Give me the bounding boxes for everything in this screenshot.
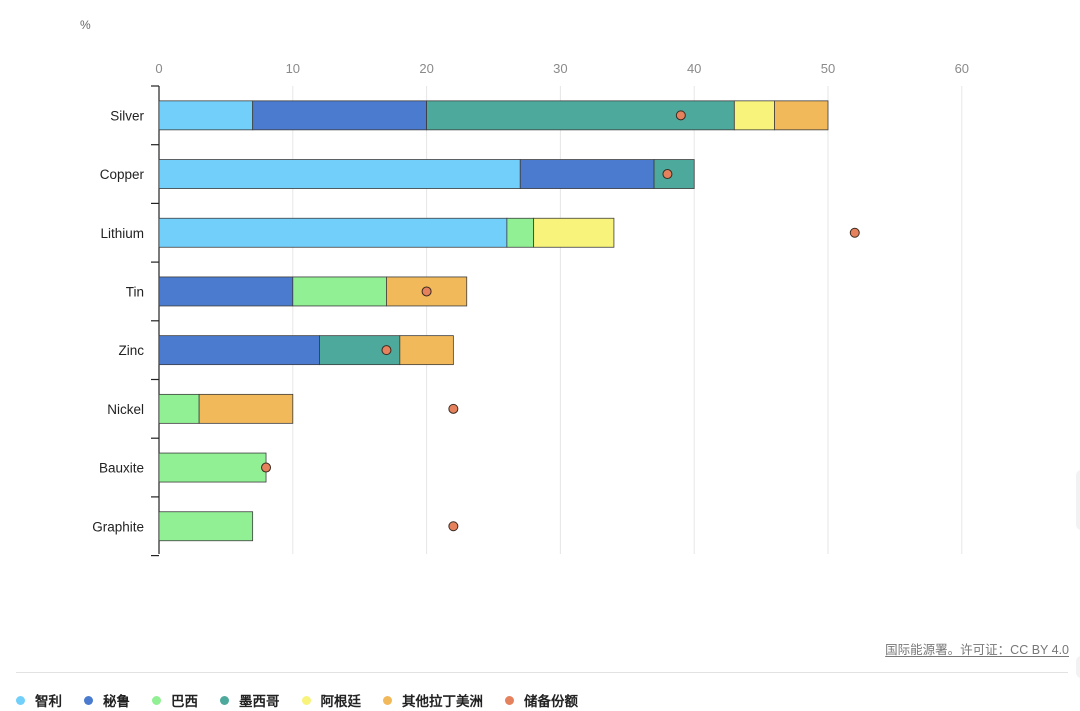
reserve-share-marker[interactable]	[675, 110, 686, 121]
reserve-share-marker[interactable]	[421, 286, 432, 297]
bar-segment[interactable]	[158, 393, 200, 424]
x-tick-label: 20	[419, 61, 433, 76]
legend-label: 其他拉丁美洲	[402, 694, 483, 709]
x-tick-label: 50	[821, 61, 835, 76]
legend-item[interactable]: 墨西哥	[220, 690, 280, 710]
reserve-share-marker[interactable]	[381, 345, 392, 356]
bar-segment[interactable]	[292, 276, 387, 307]
legend-label: 墨西哥	[239, 694, 280, 709]
legend-item[interactable]: 储备份额	[505, 690, 578, 710]
bar-segment[interactable]	[198, 393, 294, 424]
legend-item[interactable]: 阿根廷	[301, 690, 362, 710]
bar-segment[interactable]	[774, 100, 829, 131]
x-tick-label: 30	[553, 61, 567, 76]
legend-item[interactable]: 秘鲁	[84, 690, 130, 710]
legend-label: 秘鲁	[103, 694, 130, 709]
legend-label: 智利	[35, 694, 62, 709]
category-label: Lithium	[100, 226, 144, 241]
bar-segment[interactable]	[653, 159, 695, 189]
bar-segment[interactable]	[158, 335, 320, 366]
bar-segment[interactable]	[158, 217, 508, 248]
bar-segment[interactable]	[158, 452, 267, 483]
x-tick-label: 0	[155, 61, 162, 76]
legend-dot-icon	[220, 695, 229, 705]
x-tick-label: 60	[955, 61, 969, 76]
bar-segment[interactable]	[533, 217, 615, 248]
bar-segment[interactable]	[519, 159, 655, 189]
bar-segment[interactable]	[158, 276, 294, 307]
legend-item[interactable]: 其他拉丁美洲	[383, 690, 483, 710]
divider	[16, 672, 1068, 673]
category-label: Zinc	[118, 343, 144, 358]
reserve-share-marker[interactable]	[448, 403, 459, 414]
category-label: Copper	[100, 167, 145, 182]
edge-tab-small[interactable]	[1076, 656, 1080, 678]
legend-label: 阿根廷	[320, 694, 362, 709]
chart: % 0 10 20 30 40 50 60 Silver Copper Lithium Tin Zi…	[80, 18, 969, 557]
x-tick-label: 40	[687, 61, 701, 76]
edge-tab[interactable]	[1076, 470, 1080, 530]
unit-label: %	[80, 18, 91, 32]
bar-segment[interactable]	[506, 217, 535, 248]
reserve-share-marker[interactable]	[849, 227, 860, 238]
category-label: Silver	[110, 108, 144, 123]
bar-segment[interactable]	[252, 100, 428, 131]
legend-item[interactable]: 巴西	[152, 690, 198, 710]
legend-dot-icon	[505, 695, 514, 705]
legend-dot-icon	[301, 695, 311, 705]
legend-dot-icon	[16, 695, 25, 705]
x-tick-label: 10	[286, 61, 300, 76]
legend-dot-icon	[152, 695, 161, 705]
category-label: Tin	[126, 284, 144, 299]
bar-segment[interactable]	[399, 335, 454, 366]
bar-segment[interactable]	[158, 100, 254, 131]
reserve-share-marker[interactable]	[448, 521, 459, 532]
legend-dot-icon	[383, 695, 392, 705]
legend-dot-icon	[84, 695, 93, 705]
source-link[interactable]: 国际能源署。许可证：CC BY 4.0	[885, 643, 1069, 657]
bar-segment[interactable]	[158, 511, 254, 542]
bar-segment[interactable]	[426, 100, 735, 131]
bar-segment[interactable]	[158, 159, 521, 189]
reserve-share-marker[interactable]	[662, 169, 673, 180]
category-label: Bauxite	[99, 461, 144, 476]
reserve-share-marker[interactable]	[261, 462, 272, 473]
legend-item[interactable]: 智利	[16, 690, 62, 710]
legend-label: 储备份额	[524, 694, 578, 709]
category-label: Nickel	[107, 402, 144, 417]
legend-label: 巴西	[171, 694, 198, 709]
legend: 智利 秘鲁 巴西 墨西哥 阿根廷 其他拉丁美洲 储备份额	[16, 690, 600, 710]
category-label: Graphite	[92, 519, 144, 534]
bar-segment[interactable]	[733, 100, 775, 131]
